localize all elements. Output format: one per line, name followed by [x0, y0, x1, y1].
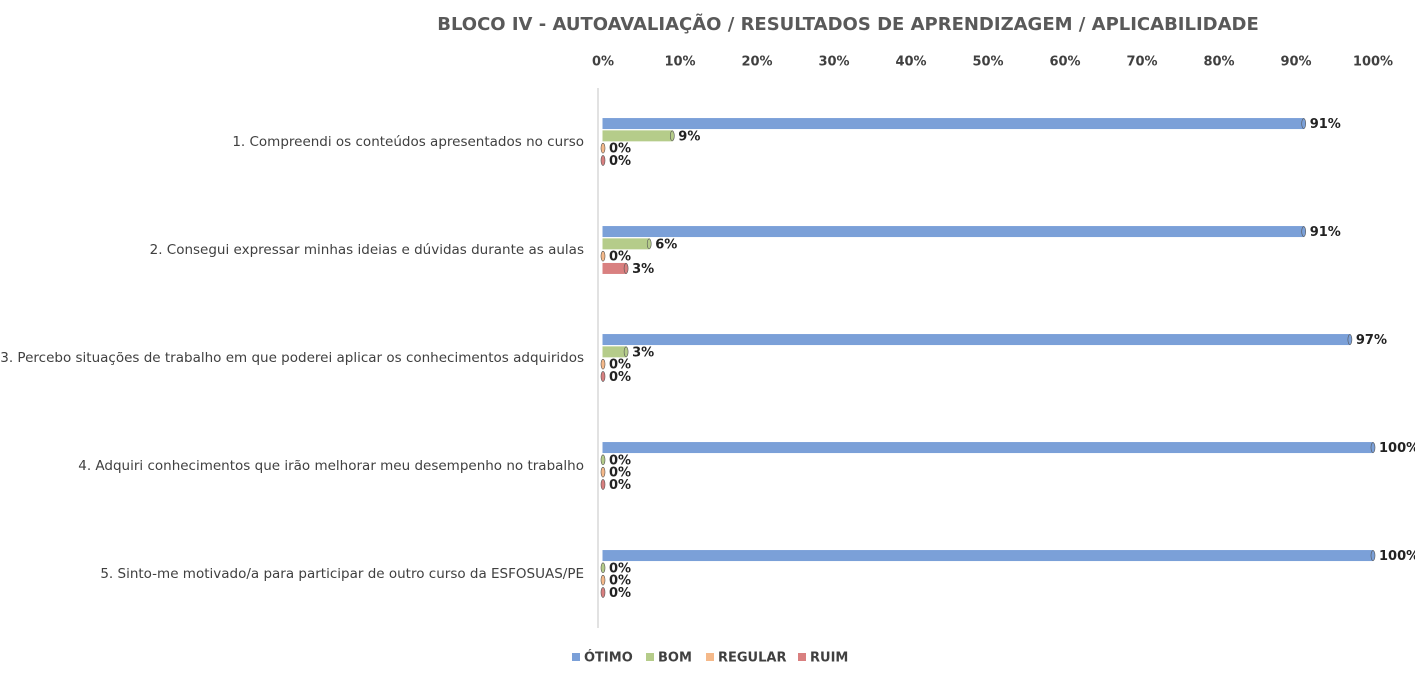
legend-swatch [646, 653, 654, 661]
value-label: 9% [678, 129, 700, 144]
bar-cap [600, 587, 606, 598]
x-tick-label: 60% [1049, 55, 1080, 70]
value-label: 0% [609, 358, 631, 373]
bar-cap [1370, 550, 1376, 561]
value-label: 0% [609, 466, 631, 481]
bar-cap [646, 238, 652, 250]
bar-cap [623, 263, 629, 274]
bar [602, 346, 627, 358]
category-label: 2. Consegui expressar minhas ideias e dú… [150, 242, 584, 258]
value-label: 91% [1310, 117, 1341, 132]
bar-cap [1347, 334, 1353, 345]
bar [602, 130, 673, 142]
value-label: 0% [609, 154, 631, 169]
value-label: 6% [655, 237, 677, 252]
bar-cap [600, 479, 606, 490]
value-label: 0% [609, 586, 631, 601]
bar [602, 118, 1305, 130]
category-label: 1. Compreendi os conteúdos apresentados … [232, 134, 584, 150]
value-label: 0% [609, 561, 631, 576]
bar-cap [600, 358, 606, 370]
category-label: 4. Adquiri conhecimentos que irão melhor… [78, 458, 584, 474]
legend-label: BOM [658, 651, 692, 666]
bar-cap [600, 466, 606, 478]
legend-swatch [798, 653, 806, 661]
x-tick-label: 40% [895, 55, 926, 70]
x-tick-label: 20% [741, 55, 772, 70]
legend-swatch [572, 653, 580, 661]
x-tick-label: 80% [1203, 55, 1234, 70]
bar [602, 442, 1374, 454]
bar [602, 262, 627, 274]
legend-label: RUIM [810, 651, 848, 666]
bar-cap [623, 346, 629, 358]
bar-cap [1301, 226, 1306, 237]
value-label: 0% [609, 478, 631, 493]
bar [602, 334, 1351, 346]
value-label: 100% [1379, 441, 1415, 456]
bar-cap [1301, 118, 1306, 129]
x-tick-label: 10% [664, 55, 695, 70]
bar-cap [600, 371, 606, 382]
x-tick-label: 50% [972, 55, 1003, 70]
legend-label: REGULAR [718, 651, 786, 666]
bar-cap [600, 155, 606, 166]
value-label: 0% [609, 370, 631, 385]
legend-label: ÓTIMO [584, 650, 633, 666]
bar [602, 238, 650, 250]
x-tick-label: 70% [1126, 55, 1157, 70]
bar-cap [600, 250, 606, 262]
bar [602, 226, 1305, 238]
value-label: 97% [1356, 333, 1387, 348]
bar-cap [600, 562, 606, 574]
value-label: 3% [632, 262, 654, 277]
value-label: 100% [1379, 549, 1415, 564]
value-label: 0% [609, 142, 631, 157]
x-tick-label: 90% [1280, 55, 1311, 70]
bar-cap [600, 574, 606, 586]
value-label: 0% [609, 453, 631, 468]
x-tick-label: 100% [1353, 55, 1393, 70]
bar-cap [600, 142, 606, 154]
x-tick-label: 30% [818, 55, 849, 70]
category-label: 5. Sinto-me motivado/a para participar d… [100, 566, 584, 582]
value-label: 0% [609, 250, 631, 265]
value-label: 91% [1310, 225, 1341, 240]
category-label: 3. Percebo situações de trabalho em que … [0, 350, 584, 366]
bar-cap [600, 454, 606, 466]
chart-title: BLOCO IV - AUTOAVALIAÇÃO / RESULTADOS DE… [437, 12, 1259, 35]
legend-swatch [706, 653, 714, 661]
value-label: 3% [632, 345, 654, 360]
x-tick-label: 0% [592, 55, 614, 70]
bar [602, 550, 1374, 562]
value-label: 0% [609, 574, 631, 589]
bar-cap [1370, 442, 1376, 453]
bar-cap [669, 130, 675, 142]
